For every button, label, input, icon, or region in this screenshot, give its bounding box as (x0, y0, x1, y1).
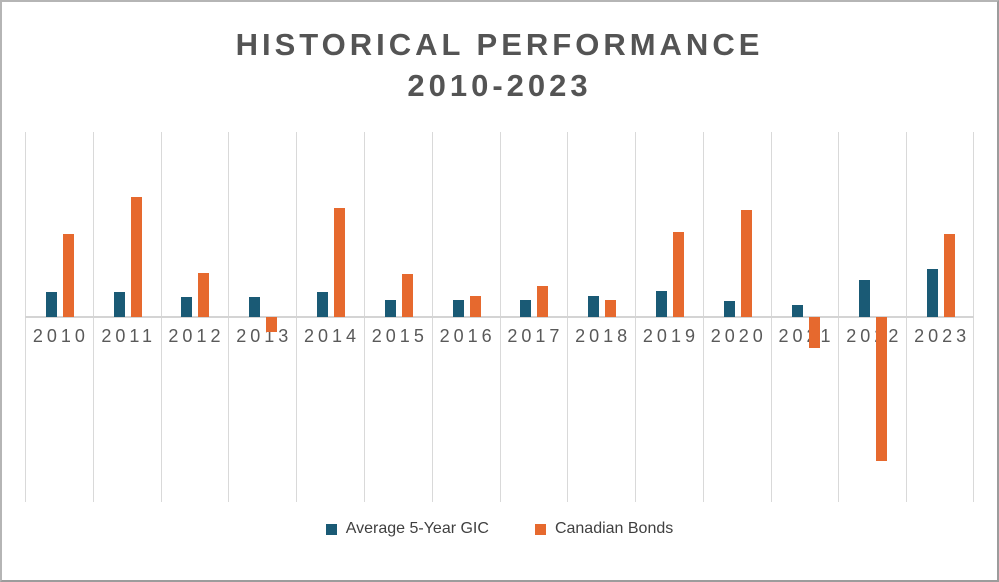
bar-gic-2021 (792, 304, 803, 317)
bar-gic-2019 (656, 291, 667, 317)
chart-title: HISTORICAL PERFORMANCE 2010-2023 (2, 24, 997, 106)
bar-gic-2015 (385, 299, 396, 317)
x-axis-label-2021: 2021 (778, 326, 835, 346)
bar-gic-2014 (317, 292, 328, 317)
bar-bonds-2012 (198, 272, 209, 317)
bar-bonds-2010 (63, 234, 74, 317)
x-axis-label-2023: 2023 (914, 326, 971, 346)
x-axis-label-2017: 2017 (507, 326, 564, 346)
bar-bonds-2016 (470, 296, 481, 317)
gic-series-label: Average 5-Year GIC (345, 520, 489, 537)
x-axis-line (25, 316, 974, 318)
x-axis-label-2014: 2014 (304, 326, 361, 346)
x-axis-label-2022: 2022 (846, 326, 903, 346)
bar-bonds-2022 (876, 317, 887, 462)
legend-item-gic: Average 5-Year GIC (325, 520, 489, 538)
x-axis-label-2012: 2012 (168, 326, 225, 346)
bar-gic-2020 (724, 300, 735, 317)
x-axis-label-2019: 2019 (642, 326, 699, 346)
chart-title-line-2: 2010-2023 (407, 68, 592, 103)
x-axis-label-2010: 2010 (32, 326, 89, 346)
bar-bonds-2020 (741, 209, 752, 317)
bonds-series-swatch-icon (534, 523, 546, 535)
bar-gic-2012 (181, 297, 192, 317)
bar-bonds-2018 (605, 299, 616, 317)
plot-area: 2010 2011 2012 2013 2014 2015 2016 2017 2018 2019… (25, 132, 974, 502)
bar-bonds-2013 (266, 317, 277, 332)
bar-gic-2010 (46, 292, 57, 317)
bar-bonds-2019 (673, 231, 684, 317)
bar-bonds-2014 (334, 208, 345, 317)
legend: Average 5-Year GIC Canadian Bonds (2, 520, 997, 538)
x-axis-label-2018: 2018 (575, 326, 632, 346)
chart-title-line-1: HISTORICAL PERFORMANCE (235, 27, 764, 62)
bar-bonds-2017 (537, 286, 548, 317)
x-axis-label-2013: 2013 (236, 326, 293, 346)
bar-gic-2022 (859, 280, 870, 317)
gic-series-swatch-icon (325, 523, 337, 535)
bar-bonds-2021 (809, 317, 820, 348)
bonds-series-label: Canadian Bonds (554, 520, 674, 537)
x-axis-label-2011: 2011 (101, 326, 157, 346)
bar-gic-2016 (453, 299, 464, 317)
x-axis-label-2016: 2016 (439, 326, 496, 346)
x-axis-label-2020: 2020 (710, 326, 767, 346)
legend-item-bonds: Canadian Bonds (534, 520, 674, 538)
bar-gic-2011 (114, 292, 125, 317)
bar-gic-2023 (927, 268, 938, 317)
bar-gic-2013 (249, 297, 260, 317)
bar-gic-2017 (520, 299, 531, 317)
bar-bonds-2015 (402, 273, 413, 317)
bar-bonds-2023 (944, 234, 955, 317)
x-axis-label-2015: 2015 (371, 326, 428, 346)
bar-gic-2018 (588, 296, 599, 317)
bar-bonds-2011 (131, 197, 142, 317)
